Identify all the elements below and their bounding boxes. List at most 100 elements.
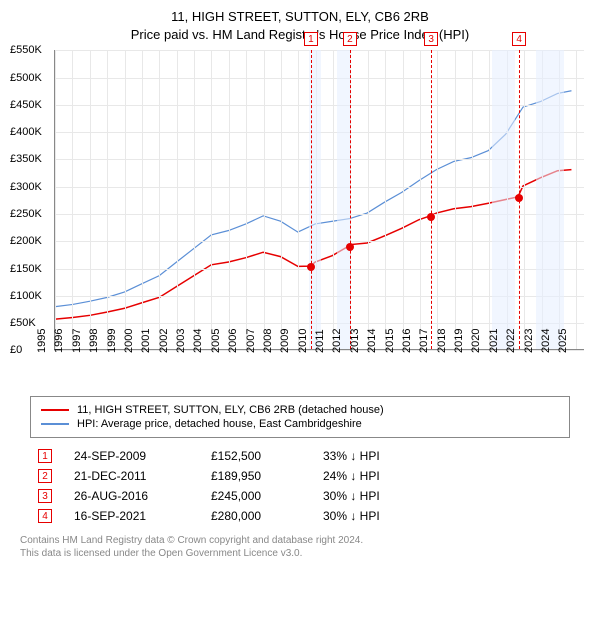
x-tick-label: 2018 [436, 329, 448, 353]
x-tick-label: 2007 [245, 329, 257, 353]
sale-marker-line [311, 50, 312, 349]
legend-label: HPI: Average price, detached house, East… [77, 418, 362, 430]
sale-row: 3 26-AUG-2016 £245,000 30% ↓ HPI [30, 486, 570, 506]
y-axis: £0£50K£100K£150K£200K£250K£300K£350K£400… [10, 50, 54, 350]
legend-row: HPI: Average price, detached house, East… [41, 417, 559, 431]
sale-price: £152,500 [211, 449, 301, 463]
shaded-band [536, 50, 564, 349]
chart-area: £0 £50K £100K £150K £200K £250K £300K £350K £400… [10, 50, 590, 390]
x-tick-label: 2003 [175, 329, 187, 353]
sale-num-box: 1 [38, 449, 52, 463]
sale-marker-line [350, 50, 351, 349]
sale-date: 26-AUG-2016 [74, 489, 189, 503]
sale-marker-point [307, 263, 315, 271]
gridline-v [455, 50, 456, 349]
gridline-v [385, 50, 386, 349]
x-tick-label: 2021 [488, 329, 500, 353]
footer-line1: Contains HM Land Registry data © Crown c… [20, 534, 580, 547]
x-tick-label: 2023 [523, 329, 535, 353]
sale-price: £245,000 [211, 489, 301, 503]
x-tick-label: 2011 [314, 330, 326, 354]
y-tick-label: £350K [10, 153, 42, 165]
sale-date: 24-SEP-2009 [74, 449, 189, 463]
x-tick-label: 1999 [106, 329, 118, 353]
y-tick-label: £0 [10, 344, 22, 356]
x-tick-label: 2006 [227, 329, 239, 353]
sale-price: £189,950 [211, 469, 301, 483]
x-tick-label: 2022 [505, 329, 517, 353]
gridline-v [333, 50, 334, 349]
x-tick-label: 2017 [418, 329, 430, 353]
gridline-v [90, 50, 91, 349]
sale-marker-point [346, 243, 354, 251]
sale-date: 16-SEP-2021 [74, 509, 189, 523]
x-tick-label: 2000 [123, 329, 135, 353]
x-tick-label: 2005 [210, 329, 222, 353]
y-tick-label: £200K [10, 235, 42, 247]
sales-table: 124-SEP-2009£152,50033% ↓ HPI221-DEC-201… [30, 446, 570, 526]
x-tick-label: 1998 [88, 329, 100, 353]
shaded-band [492, 50, 515, 349]
x-tick-label: 2001 [140, 329, 152, 353]
y-tick-label: £150K [10, 263, 42, 275]
y-tick-label: £100K [10, 290, 42, 302]
y-tick-label: £50K [10, 317, 36, 329]
gridline-v [55, 50, 56, 349]
sale-num-box: 4 [38, 509, 52, 523]
gridline-v [72, 50, 73, 349]
sale-num-box: 3 [38, 489, 52, 503]
plot-region: 1234 [54, 50, 584, 350]
y-tick-label: £400K [10, 126, 42, 138]
x-tick-label: 2019 [453, 329, 465, 353]
sale-marker-label: 1 [304, 32, 318, 46]
gridline-v [246, 50, 247, 349]
title-line1: 11, HIGH STREET, SUTTON, ELY, CB6 2RB [10, 8, 590, 26]
sale-row: 416-SEP-2021£280,00030% ↓ HPI [30, 506, 570, 526]
gridline-v [281, 50, 282, 349]
legend-swatch [41, 423, 69, 425]
y-tick-label: £300K [10, 181, 42, 193]
x-tick-label: 2012 [331, 329, 343, 353]
x-tick-label: 1995 [36, 329, 48, 353]
x-tick-label: 2009 [279, 329, 291, 353]
footer-line2: This data is licensed under the Open Gov… [20, 547, 580, 560]
x-tick-label: 2008 [262, 329, 274, 353]
sale-marker-point [427, 213, 435, 221]
x-tick-label: 2015 [384, 329, 396, 353]
shaded-band [337, 50, 351, 349]
gridline-v [177, 50, 178, 349]
sale-row: 124-SEP-2009£152,50033% ↓ HPI [30, 446, 570, 466]
gridline-v [489, 50, 490, 349]
gridline-v [472, 50, 473, 349]
legend-row: 11, HIGH STREET, SUTTON, ELY, CB6 2RB (d… [41, 403, 559, 417]
footer: Contains HM Land Registry data © Crown c… [20, 534, 580, 560]
gridline-v [229, 50, 230, 349]
x-tick-label: 2010 [297, 329, 309, 353]
x-tick-label: 2014 [366, 329, 378, 353]
sale-price: £280,000 [211, 509, 301, 523]
gridline-v [437, 50, 438, 349]
x-tick-label: 2025 [557, 329, 569, 353]
legend-label: 11, HIGH STREET, SUTTON, ELY, CB6 2RB (d… [77, 404, 384, 416]
sale-marker-line [431, 50, 432, 349]
x-tick-label: 1997 [71, 329, 83, 353]
gridline-v [576, 50, 577, 349]
sale-pct: 24% ↓ HPI [323, 469, 562, 483]
sale-marker-point [515, 194, 523, 202]
sale-date: 21-DEC-2011 [74, 469, 189, 483]
gridline-v [264, 50, 265, 349]
x-axis: 1995199619971998199920002001200220032004… [54, 353, 584, 390]
gridline-v [368, 50, 369, 349]
sale-pct: 30% ↓ HPI [323, 489, 562, 503]
y-tick-label: £250K [10, 208, 42, 220]
legend-swatch [41, 409, 69, 411]
chart-container: 11, HIGH STREET, SUTTON, ELY, CB6 2RB Pr… [0, 0, 600, 620]
sale-num-box: 2 [38, 469, 52, 483]
gridline-v [125, 50, 126, 349]
x-tick-label: 2016 [401, 329, 413, 353]
sale-marker-label: 3 [424, 32, 438, 46]
gridline-v [403, 50, 404, 349]
title-line2: Price paid vs. HM Land Registry's House … [10, 26, 590, 44]
gridline-v [420, 50, 421, 349]
x-tick-label: 2004 [192, 329, 204, 353]
